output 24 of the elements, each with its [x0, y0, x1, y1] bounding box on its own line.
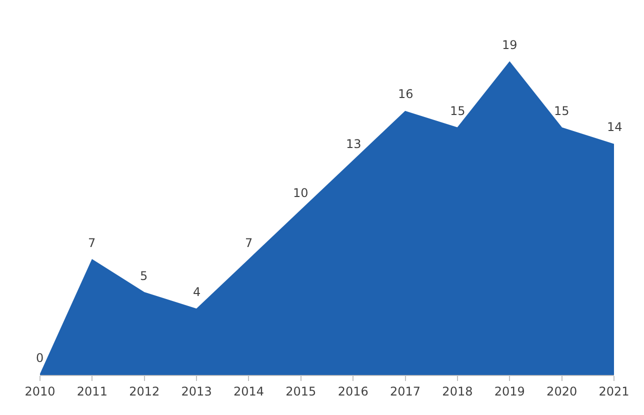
x-tick-label: 2020 — [546, 384, 578, 398]
data-label: 4 — [193, 285, 201, 299]
x-tick-label: 2011 — [76, 384, 108, 398]
data-label: 15 — [450, 104, 466, 118]
x-tick-label: 2012 — [129, 384, 160, 398]
data-label: 19 — [502, 38, 518, 52]
x-tick-label: 2019 — [494, 384, 525, 398]
data-label: 14 — [607, 120, 622, 134]
x-tick-label: 2021 — [598, 384, 630, 398]
data-label: 5 — [140, 269, 148, 283]
x-tick-label: 2016 — [338, 384, 368, 398]
data-label: 15 — [554, 104, 570, 118]
x-tick-label: 2010 — [24, 384, 56, 398]
data-label: 7 — [88, 236, 96, 250]
data-label: 16 — [398, 87, 414, 101]
x-tick-label: 2013 — [181, 384, 212, 398]
data-label: 7 — [245, 236, 253, 250]
x-tick-label: 2017 — [390, 384, 421, 398]
data-label: 0 — [36, 351, 44, 365]
data-label: 10 — [293, 186, 308, 200]
data-label: 13 — [346, 137, 362, 151]
x-tick-label: 2018 — [442, 384, 473, 398]
x-tick-label: 2014 — [233, 384, 264, 398]
x-tick-label: 2015 — [286, 384, 316, 398]
